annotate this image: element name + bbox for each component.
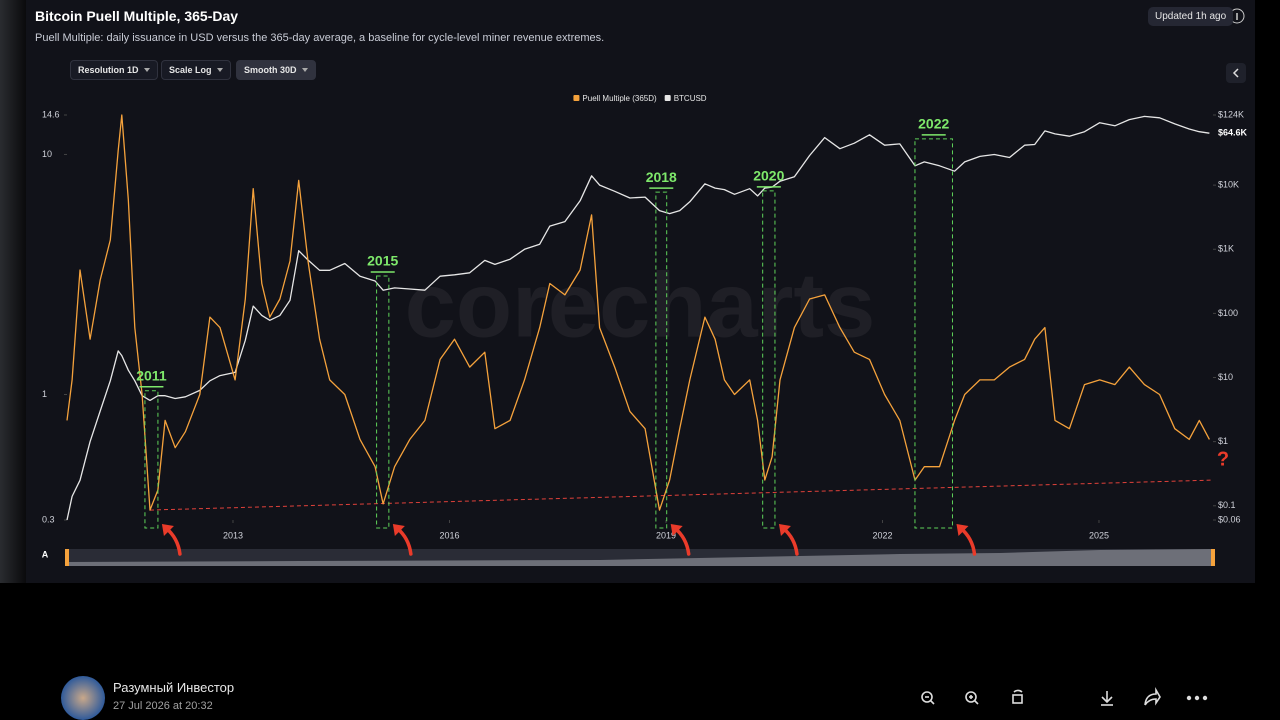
x-tick-label: 2016 [439,530,459,540]
scale-control[interactable]: Scale Log [161,60,231,80]
annotation-label: 2015 [367,253,398,269]
y2-tick-label: $124K [1218,109,1244,119]
control-label: Resolution 1D [78,65,139,75]
legend-label: Puell Multiple (365D) [582,94,657,103]
backdrop [0,0,26,583]
caret [143,68,150,72]
y-tick-label: 1 [42,389,47,399]
last-value-marker [1215,127,1251,140]
navigator-area [67,549,1213,566]
y-tick-label: 14.6 [42,109,60,119]
y2-tick-label: $10 [1218,372,1233,382]
annotation-label: 2011 [136,367,167,383]
post-date: 27 Jul 2026 at 20:32 [113,700,213,712]
y2-tick-label: $1K [1218,244,1234,254]
control-label: Scale Log [169,65,212,75]
chart-card [26,0,1255,583]
last-value-label: $64.6K [1218,128,1248,138]
author-name[interactable]: Разумный Инвестор [113,680,235,695]
annotation-arrowhead [956,524,969,536]
zoom-out[interactable] [921,691,935,705]
annotation-box [655,191,668,529]
share[interactable] [1144,686,1161,706]
legend-swatch [664,95,671,101]
annotation-box [376,275,390,529]
legend-label: BTCUSD [674,94,707,103]
caret [216,68,223,72]
navigator-handle[interactable] [65,549,69,566]
updated-badge: Updated 1h ago [1148,7,1234,26]
navigator-label: A [42,549,49,559]
y-tick-label: 0.3 [42,514,55,524]
legend-swatch [573,95,580,101]
annotation-arrowhead [392,524,405,536]
smooth-control[interactable]: Smooth 30D [236,60,316,80]
more[interactable] [1186,695,1208,701]
annotation-label: 2022 [918,116,949,132]
avatar[interactable] [61,676,105,720]
collapse-button[interactable] [1226,63,1246,83]
series-line [66,114,1210,511]
control-label: Smooth 30D [244,65,297,75]
annotation-arrowhead [670,524,683,536]
y-tick-label: 10 [42,149,52,159]
resolution-control[interactable]: Resolution 1D [70,60,158,80]
x-tick-label: 2019 [656,530,676,540]
zoom-in[interactable] [965,691,979,705]
y2-tick-label: $10K [1218,179,1239,189]
annotation-label: 2018 [646,169,677,185]
navigator-handle[interactable] [1211,549,1215,566]
rotate[interactable] [1012,689,1023,704]
annotation-arrowhead [161,524,174,536]
annotation-box [914,138,953,529]
viewer-toolbar [921,686,1208,706]
y2-tick-label: $100 [1218,308,1238,318]
chart-subtitle: Puell Multiple: daily issuance in USD ve… [35,32,605,44]
trendline [149,479,1214,511]
annotation-arrowhead [778,524,791,536]
y2-tick-label: $0.1 [1218,500,1236,510]
caret [301,68,308,72]
chart-title: Bitcoin Puell Multiple, 365-Day [35,8,239,24]
x-tick-label: 2013 [223,530,243,540]
x-tick-label: 2022 [872,530,892,540]
annotation-label: 2020 [753,168,784,184]
x-tick-label: 2025 [1089,530,1109,540]
end-note: ? [1217,448,1229,470]
y2-tick-label: $1 [1218,436,1228,446]
watermark: corecharts [405,254,875,356]
download[interactable] [1101,691,1113,706]
y2-tick-label: $0.06 [1218,514,1241,524]
annotation-box [144,390,159,529]
